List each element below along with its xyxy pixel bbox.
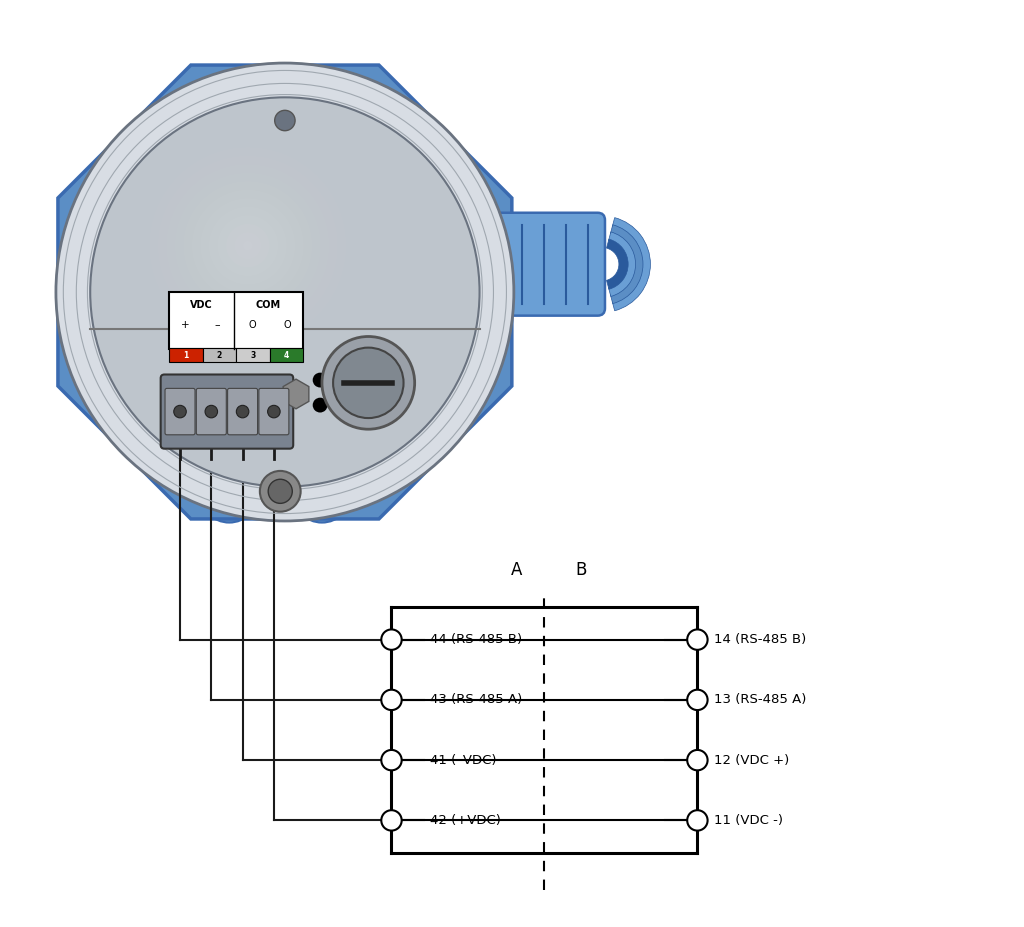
- Circle shape: [56, 63, 514, 521]
- Wedge shape: [606, 239, 628, 289]
- Text: 13 (RS-485 A): 13 (RS-485 A): [714, 693, 807, 706]
- Circle shape: [312, 373, 328, 387]
- FancyBboxPatch shape: [197, 388, 226, 435]
- Circle shape: [80, 203, 95, 218]
- Circle shape: [359, 87, 374, 102]
- Circle shape: [196, 87, 211, 102]
- FancyBboxPatch shape: [269, 348, 303, 362]
- Circle shape: [174, 405, 186, 418]
- FancyBboxPatch shape: [169, 292, 303, 349]
- FancyBboxPatch shape: [227, 388, 258, 435]
- Text: 12 (VDC +): 12 (VDC +): [714, 754, 790, 767]
- Wedge shape: [610, 224, 643, 304]
- Circle shape: [90, 97, 479, 487]
- Circle shape: [196, 482, 211, 497]
- Circle shape: [292, 464, 351, 523]
- Text: O: O: [284, 321, 291, 330]
- Text: 3: 3: [251, 350, 256, 360]
- FancyBboxPatch shape: [470, 213, 605, 315]
- Circle shape: [352, 475, 382, 504]
- Text: 41 (–VDC): 41 (–VDC): [430, 754, 497, 767]
- Text: O: O: [249, 321, 256, 330]
- Circle shape: [475, 366, 489, 381]
- Circle shape: [267, 405, 281, 418]
- Text: 42 (+VDC): 42 (+VDC): [430, 814, 502, 827]
- Text: 4: 4: [284, 350, 289, 360]
- Circle shape: [687, 629, 708, 650]
- Text: 44 (RS-485 B): 44 (RS-485 B): [430, 633, 522, 646]
- Text: 2: 2: [217, 350, 222, 360]
- Circle shape: [322, 337, 415, 429]
- Circle shape: [352, 80, 382, 109]
- Circle shape: [687, 690, 708, 710]
- Circle shape: [381, 629, 401, 650]
- FancyBboxPatch shape: [169, 348, 203, 362]
- Text: +: +: [181, 321, 189, 330]
- Circle shape: [80, 366, 95, 381]
- Circle shape: [475, 203, 489, 218]
- FancyBboxPatch shape: [237, 348, 269, 362]
- Circle shape: [188, 475, 218, 504]
- Circle shape: [274, 110, 295, 131]
- Circle shape: [260, 471, 301, 512]
- Circle shape: [337, 398, 351, 413]
- Circle shape: [381, 750, 401, 770]
- Wedge shape: [612, 218, 650, 311]
- Circle shape: [468, 196, 498, 225]
- FancyBboxPatch shape: [161, 375, 293, 449]
- Circle shape: [200, 464, 259, 523]
- FancyBboxPatch shape: [165, 388, 195, 435]
- Text: VDC: VDC: [189, 299, 213, 310]
- Circle shape: [337, 373, 351, 387]
- Circle shape: [687, 750, 708, 770]
- Circle shape: [188, 80, 218, 109]
- Text: A: A: [511, 562, 522, 579]
- FancyBboxPatch shape: [259, 388, 289, 435]
- Circle shape: [268, 479, 292, 503]
- Circle shape: [381, 690, 401, 710]
- Text: 14 (RS-485 B): 14 (RS-485 B): [714, 633, 806, 646]
- Polygon shape: [284, 379, 309, 409]
- Circle shape: [687, 810, 708, 831]
- Polygon shape: [58, 65, 512, 519]
- Text: COM: COM: [256, 299, 281, 310]
- Text: 11 (VDC -): 11 (VDC -): [714, 814, 783, 827]
- Circle shape: [205, 405, 217, 418]
- Circle shape: [333, 348, 403, 418]
- Circle shape: [73, 196, 102, 225]
- FancyBboxPatch shape: [203, 348, 237, 362]
- Text: 1: 1: [183, 350, 188, 360]
- Circle shape: [468, 359, 498, 388]
- Circle shape: [359, 482, 374, 497]
- Circle shape: [381, 810, 401, 831]
- Circle shape: [312, 398, 328, 413]
- Text: 43 (RS-485 A): 43 (RS-485 A): [430, 693, 522, 706]
- Text: –: –: [215, 321, 220, 330]
- Circle shape: [237, 405, 249, 418]
- Wedge shape: [608, 232, 636, 297]
- Text: B: B: [575, 562, 587, 579]
- Circle shape: [73, 359, 102, 388]
